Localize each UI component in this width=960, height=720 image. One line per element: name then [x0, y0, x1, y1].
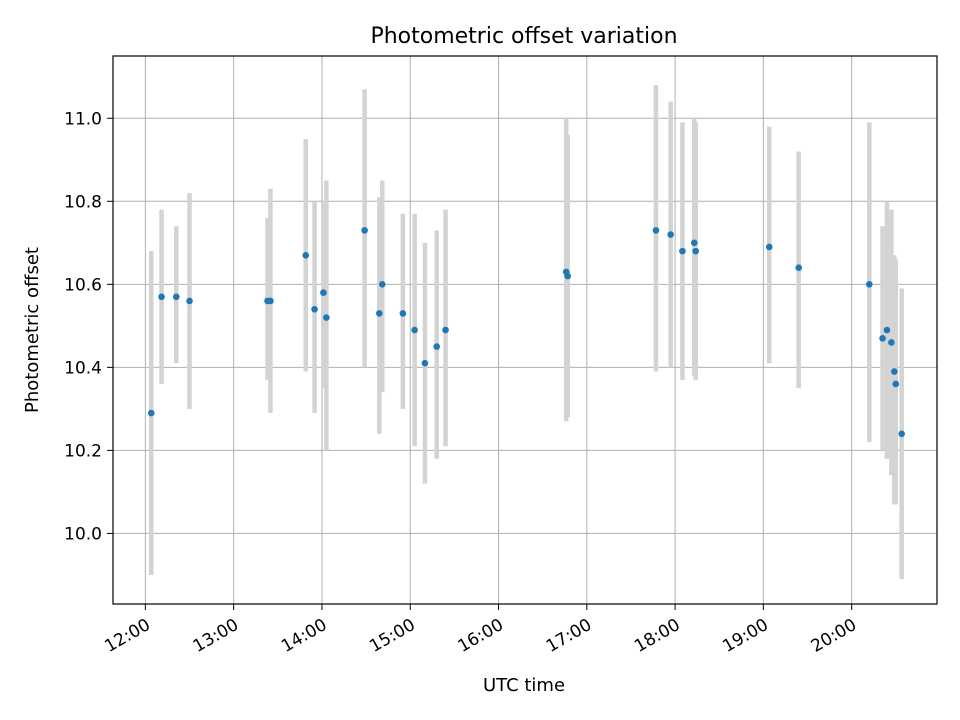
data-point	[888, 339, 895, 346]
data-point	[795, 264, 802, 272]
data-point	[361, 227, 368, 234]
x-tick-label: 18:00	[631, 615, 683, 657]
data-point	[302, 251, 310, 259]
data-point	[376, 310, 383, 317]
data-point	[323, 314, 330, 321]
data-point	[679, 247, 686, 255]
data-point	[433, 343, 441, 350]
x-tick-label: 19:00	[719, 615, 771, 657]
data-point	[883, 326, 891, 334]
data-point	[692, 247, 699, 255]
data-point	[411, 326, 418, 334]
data-point	[147, 409, 155, 417]
error-bars	[149, 85, 904, 580]
x-tick-label: 16:00	[455, 615, 507, 657]
data-point	[311, 305, 318, 313]
x-tick-label: 14:00	[278, 615, 330, 657]
y-tick-label: 10.0	[64, 524, 102, 544]
chart-title: Photometric offset variation	[370, 24, 677, 49]
data-point	[564, 272, 571, 280]
x-axis-ticks: 12:00 13:00 14:00 15:00 16:00 17:00 18:00 19:00…	[101, 604, 860, 657]
data-points	[147, 227, 905, 438]
y-tick-label: 10.4	[64, 358, 102, 378]
data-point	[442, 326, 449, 334]
grid	[113, 56, 937, 604]
x-axis-label: UTC time	[483, 675, 565, 696]
y-tick-label: 10.8	[64, 192, 102, 212]
x-tick-label: 13:00	[190, 615, 242, 657]
data-point	[892, 380, 900, 388]
data-point	[378, 281, 386, 288]
data-point	[320, 289, 327, 296]
plot-frame	[112, 55, 938, 605]
y-tick-label: 10.2	[64, 441, 102, 461]
y-tick-label: 10.6	[64, 275, 102, 295]
y-axis-label: Photometric offset	[22, 247, 43, 413]
data-point	[765, 243, 773, 251]
data-point	[898, 430, 905, 438]
data-point	[186, 297, 193, 305]
data-point	[652, 227, 660, 234]
data-point	[690, 239, 698, 247]
data-point	[158, 293, 165, 301]
data-point	[399, 310, 407, 317]
x-tick-label: 15:00	[366, 615, 418, 657]
x-tick-label: 12:00	[101, 615, 153, 657]
y-tick-label: 11.0	[64, 109, 102, 129]
data-point	[267, 297, 274, 305]
data-point	[667, 231, 674, 238]
x-tick-label: 20:00	[808, 615, 860, 657]
data-point	[421, 359, 429, 367]
data-point	[891, 368, 898, 375]
y-axis-ticks: 10.0 10.2 10.4 10.6 10.8 11.0	[64, 109, 113, 544]
data-point	[866, 281, 873, 288]
data-point	[172, 293, 180, 301]
x-tick-label: 17:00	[543, 615, 595, 657]
data-point	[879, 335, 886, 342]
